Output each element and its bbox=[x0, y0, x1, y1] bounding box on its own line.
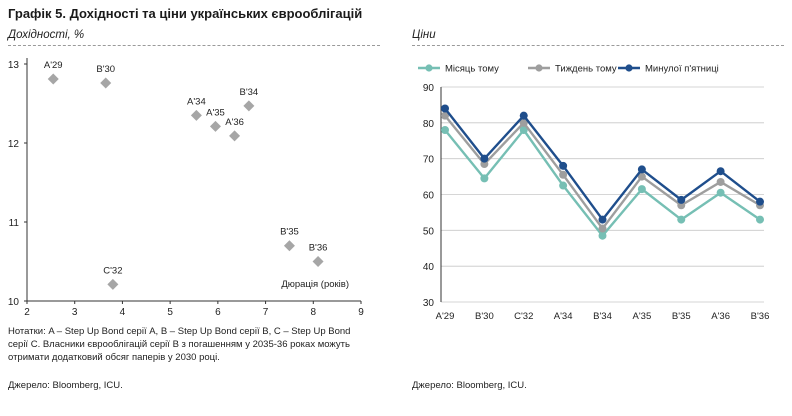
data-point bbox=[190, 109, 202, 121]
series-point bbox=[441, 111, 449, 120]
x-tick-label: 3 bbox=[72, 307, 78, 318]
x-tick-label: 2 bbox=[24, 307, 30, 318]
point-label: C'32 bbox=[103, 265, 122, 276]
series-point bbox=[598, 215, 607, 224]
x-tick-label: 4 bbox=[120, 307, 126, 318]
data-point bbox=[47, 73, 59, 85]
y-tick-label: 90 bbox=[423, 83, 435, 94]
series-point bbox=[559, 161, 568, 170]
x-tick-label: B'30 bbox=[475, 311, 494, 322]
x-tick-label: A'35 bbox=[633, 311, 652, 322]
series-point bbox=[677, 195, 686, 204]
figure-title: Графік 5. Дохідності та ціни українських… bbox=[8, 6, 363, 21]
data-point bbox=[107, 278, 119, 290]
y-tick-label: 10 bbox=[8, 297, 20, 308]
data-point bbox=[312, 256, 324, 267]
data-point bbox=[243, 100, 255, 112]
series-line bbox=[444, 114, 761, 230]
y-tick-label: 40 bbox=[423, 262, 435, 273]
y-tick-label: 12 bbox=[8, 139, 20, 150]
x-tick-label: B'35 bbox=[672, 311, 691, 322]
x-tick-label: 5 bbox=[167, 307, 173, 318]
series-point bbox=[480, 154, 489, 163]
series-point bbox=[637, 172, 646, 181]
x-tick-label: 9 bbox=[358, 307, 364, 318]
series-point bbox=[441, 126, 449, 134]
data-point bbox=[100, 77, 112, 89]
legend-label: Минулої п'ятниці bbox=[645, 64, 719, 75]
x-tick-label: B'36 bbox=[751, 311, 770, 322]
x-tick-label: 7 bbox=[263, 307, 269, 318]
data-point bbox=[283, 240, 295, 252]
x-tick-label: B'34 bbox=[593, 311, 612, 322]
point-label: A'35 bbox=[206, 107, 225, 118]
x-tick-label: A'29 bbox=[436, 311, 455, 322]
series-point bbox=[716, 188, 725, 197]
series-point bbox=[519, 118, 528, 127]
y-tick-label: 30 bbox=[423, 298, 435, 309]
point-label: A'29 bbox=[44, 60, 63, 71]
left-source: Джерело: Bloomberg, ICU. bbox=[8, 380, 123, 391]
series-point bbox=[637, 185, 646, 194]
series-point bbox=[519, 126, 528, 134]
point-label: A'36 bbox=[225, 117, 244, 128]
left-title-rule bbox=[8, 45, 380, 46]
legend-label: Тиждень тому bbox=[555, 64, 617, 75]
legend-swatch-marker bbox=[425, 64, 433, 72]
series-line bbox=[444, 107, 761, 221]
series-point bbox=[441, 104, 449, 113]
right-source: Джерело: Bloomberg, ICU. bbox=[412, 380, 527, 391]
chart-notes: Нотатки: A – Step Up Bond серії A, B – S… bbox=[8, 326, 351, 363]
x-tick-label: A'36 bbox=[711, 311, 730, 322]
left-chart-title: Дохідності, % bbox=[8, 29, 85, 41]
series-point bbox=[598, 224, 607, 233]
point-label: B'35 bbox=[280, 227, 299, 238]
x-tick-label: C'32 bbox=[514, 311, 533, 322]
price-line-chart: 30 40 50 60 70 80 90 A'29 B'30 C'32 A'34 B'34 A'35 B'… bbox=[418, 64, 770, 322]
point-label: B'30 bbox=[96, 64, 115, 75]
series-point bbox=[559, 181, 568, 190]
series-point bbox=[716, 167, 725, 176]
series-point bbox=[637, 165, 646, 174]
series-point bbox=[677, 215, 686, 224]
x-tick-label: 8 bbox=[311, 307, 317, 318]
right-chart-title: Ціни bbox=[412, 29, 436, 41]
series-point bbox=[559, 170, 568, 179]
y-tick-label: 70 bbox=[423, 155, 435, 166]
y-tick-label: 13 bbox=[8, 60, 20, 71]
y-tick-label: 80 bbox=[423, 119, 435, 130]
y-tick-label: 50 bbox=[423, 226, 435, 237]
legend-swatch-marker bbox=[625, 64, 633, 72]
point-label: B'34 bbox=[240, 87, 259, 98]
x-axis-title: Дюрація (років) bbox=[281, 279, 349, 290]
point-label: A'34 bbox=[187, 96, 206, 107]
yield-scatter-chart: 10 11 12 13 2 3 4 5 6 7 8 9 Дюрація (років) A'29 B'30 A… bbox=[8, 58, 364, 318]
series-point bbox=[519, 111, 528, 120]
series-point bbox=[716, 177, 725, 186]
y-tick-label: 60 bbox=[423, 191, 435, 202]
series-point bbox=[598, 231, 607, 240]
data-point bbox=[229, 130, 241, 142]
legend-label: Місяць тому bbox=[445, 64, 499, 75]
right-title-rule bbox=[412, 45, 784, 46]
y-tick-label: 11 bbox=[9, 218, 20, 229]
data-point bbox=[209, 120, 221, 132]
x-tick-label: 6 bbox=[215, 307, 221, 318]
series-point bbox=[756, 215, 764, 224]
series-point bbox=[480, 174, 489, 183]
x-tick-label: A'34 bbox=[554, 311, 573, 322]
series-point bbox=[756, 197, 764, 206]
legend-swatch-marker bbox=[535, 64, 543, 72]
point-label: B'36 bbox=[309, 243, 328, 254]
